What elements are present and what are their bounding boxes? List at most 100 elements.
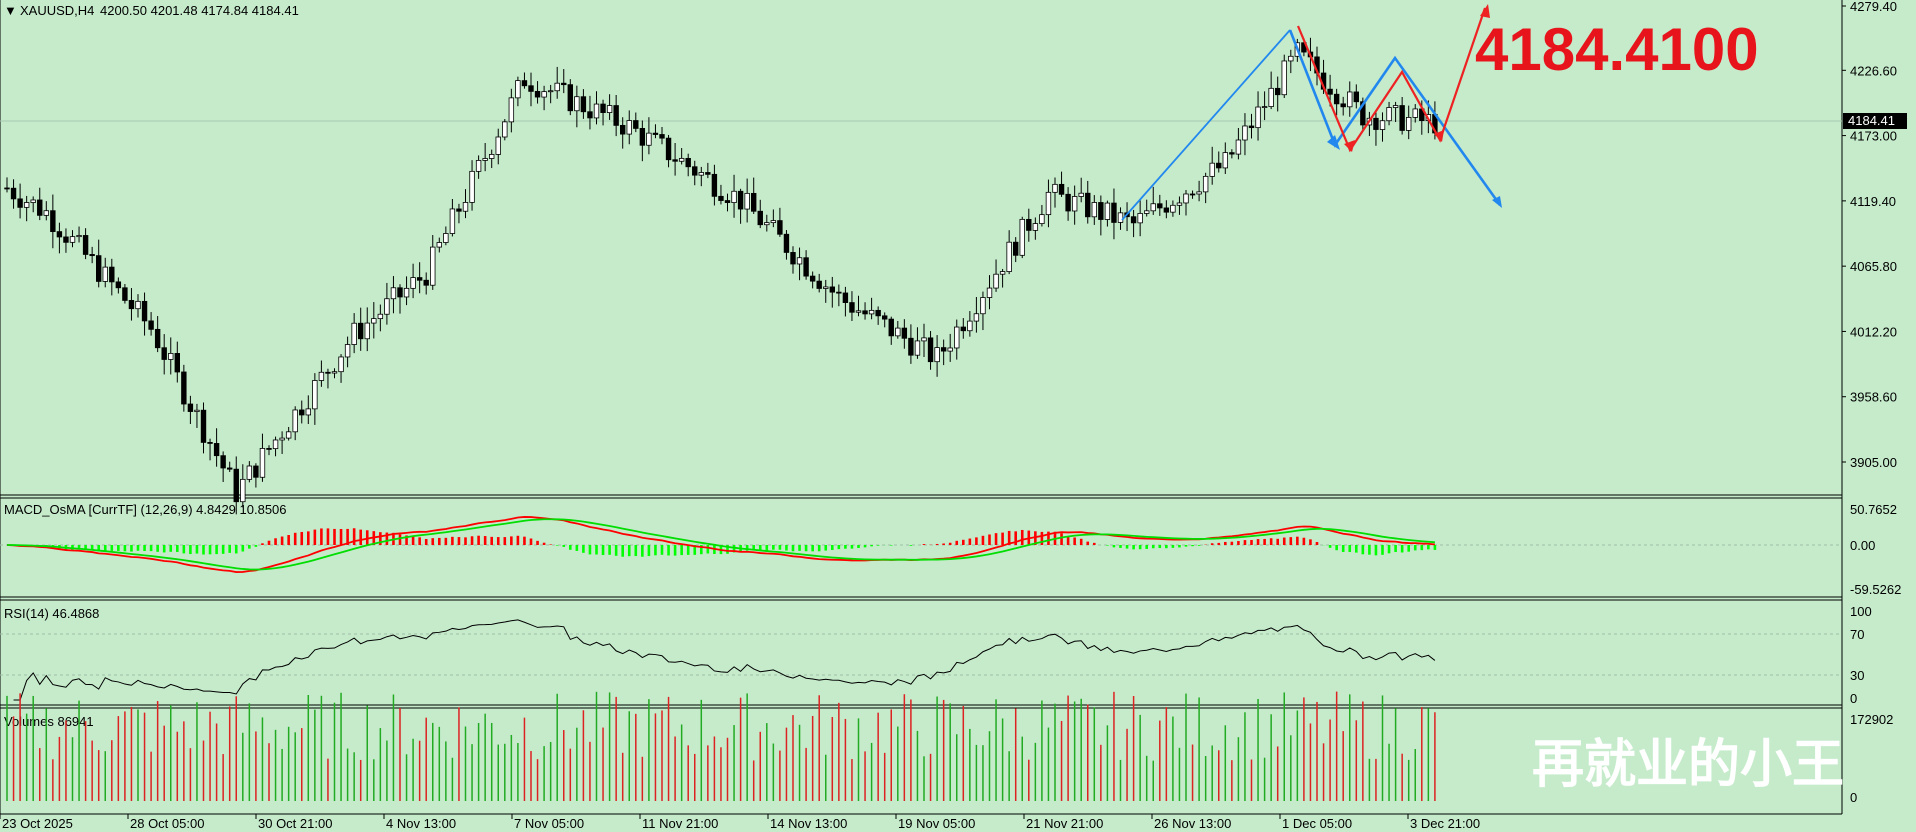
panel-frames [0, 0, 1843, 815]
candle-bull [1406, 117, 1412, 131]
macd-tick-zero: 0.00 [1850, 538, 1875, 553]
candle-bull [488, 154, 495, 159]
candle-bear [751, 192, 757, 212]
candle-bear [1327, 88, 1333, 95]
candle-bull [1052, 183, 1058, 193]
candle-bull [43, 210, 49, 216]
candle-bull [1392, 105, 1399, 108]
time-tick-label: 21 Nov 21:00 [1026, 816, 1103, 831]
volumes-label: Volumes 86941 [4, 714, 94, 729]
macd-tick-top: 50.7652 [1850, 502, 1897, 517]
price-tick-label: 3958.60 [1850, 390, 1897, 405]
candle-bear [266, 448, 272, 450]
candle-bear [633, 120, 639, 129]
candle-bull [259, 448, 266, 478]
rsi-tick-70: 70 [1850, 627, 1864, 642]
candle-bull [947, 347, 953, 352]
candle-bull [993, 273, 999, 289]
price-axis: 4279.40 4226.60 4173.00 4119.40 4065.80 4012.… [1842, 0, 1897, 470]
candle-bear [1098, 202, 1104, 220]
price-tick-label: 4119.40 [1850, 194, 1896, 209]
macd-label: MACD_OsMA [CurrTF] (12,26,9) 4.8429 10.8… [4, 502, 287, 517]
symbol-dropdown-icon[interactable]: ▼ [4, 3, 17, 18]
candle-bull [731, 190, 737, 203]
candle-bull [547, 90, 554, 93]
candle-bear [1360, 101, 1366, 126]
macd-histogram [12, 528, 1437, 557]
macd-line-green [6, 518, 1435, 571]
candle-bear [882, 315, 888, 320]
candle-bull [868, 309, 875, 315]
candle-bull [921, 337, 927, 342]
price-tick-label: 4173.00 [1850, 129, 1897, 144]
candle-bull [23, 202, 30, 208]
candle-bear [200, 409, 207, 443]
candle-bull [1117, 212, 1124, 223]
candle-bull [541, 91, 547, 98]
candle-bear [587, 111, 593, 119]
ohlc-values: 4200.50 4201.48 4174.84 4184.41 [100, 3, 299, 18]
candle-bull [475, 160, 482, 172]
candle-bull [1150, 203, 1156, 212]
candle-bear [842, 292, 849, 303]
candle-bull [934, 347, 940, 363]
red-arrowhead-down [1344, 140, 1355, 152]
candle-bear [1373, 117, 1379, 130]
price-tick-label: 3905.00 [1850, 455, 1897, 470]
candle-bull [1281, 60, 1287, 96]
candle-bear [207, 442, 213, 444]
candle-bear [888, 318, 894, 337]
candle-bull [469, 170, 475, 203]
candle-bull [76, 235, 82, 238]
price-tick-label: 4012.20 [1850, 324, 1897, 339]
candle-bull [698, 172, 704, 176]
candle-bear [181, 371, 187, 405]
candle-bear [875, 309, 881, 317]
candle-bear [89, 254, 95, 257]
candle-bull [1209, 162, 1215, 177]
candle-bull [1412, 108, 1418, 118]
candle-bear [17, 198, 23, 208]
candle-bear [672, 159, 678, 162]
time-tick-label: 1 Dec 05:00 [1282, 816, 1352, 831]
time-tick-label: 4 Nov 13:00 [386, 816, 456, 831]
candle-bear [940, 347, 947, 352]
candle-bull [272, 439, 279, 450]
blue-zigzag [1288, 29, 1502, 206]
candle-bear [692, 166, 698, 176]
candle-bear [299, 409, 305, 416]
candle-bear [1399, 105, 1405, 131]
time-tick-label: 11 Nov 21:00 [642, 816, 718, 831]
candle-bull [967, 320, 973, 332]
candle-bull [626, 120, 632, 135]
volume-bars [6, 691, 1436, 801]
candle-bear [790, 252, 796, 265]
candle-bear [253, 465, 259, 478]
candle-bull [1196, 191, 1202, 195]
candle-bull [292, 409, 298, 433]
candle-bull [1255, 106, 1261, 129]
red-arrowhead-low [1434, 130, 1444, 142]
time-tick-label: 26 Nov 13:00 [1154, 816, 1231, 831]
candle-bear [927, 337, 934, 363]
candle-bull [1078, 192, 1084, 197]
candle-bear [521, 80, 528, 87]
candle-bull [377, 313, 384, 320]
price-tick-label: 4279.40 [1850, 0, 1897, 14]
candle-bull [1183, 193, 1189, 204]
candle-bear [1189, 193, 1196, 196]
candle-bear [659, 134, 665, 139]
candle-bear [809, 275, 816, 282]
candle-bear [777, 220, 783, 235]
candle-bull [285, 431, 292, 439]
candle-bull [1137, 213, 1143, 224]
rsi-tick-0: 0 [1850, 691, 1857, 706]
candle-bull [430, 246, 436, 286]
candles [4, 37, 1438, 515]
candle-bear [456, 208, 462, 212]
candle-bear [397, 287, 403, 298]
candle-bear [1163, 207, 1170, 213]
candle-bear [82, 235, 89, 255]
candle-bull [796, 257, 803, 265]
